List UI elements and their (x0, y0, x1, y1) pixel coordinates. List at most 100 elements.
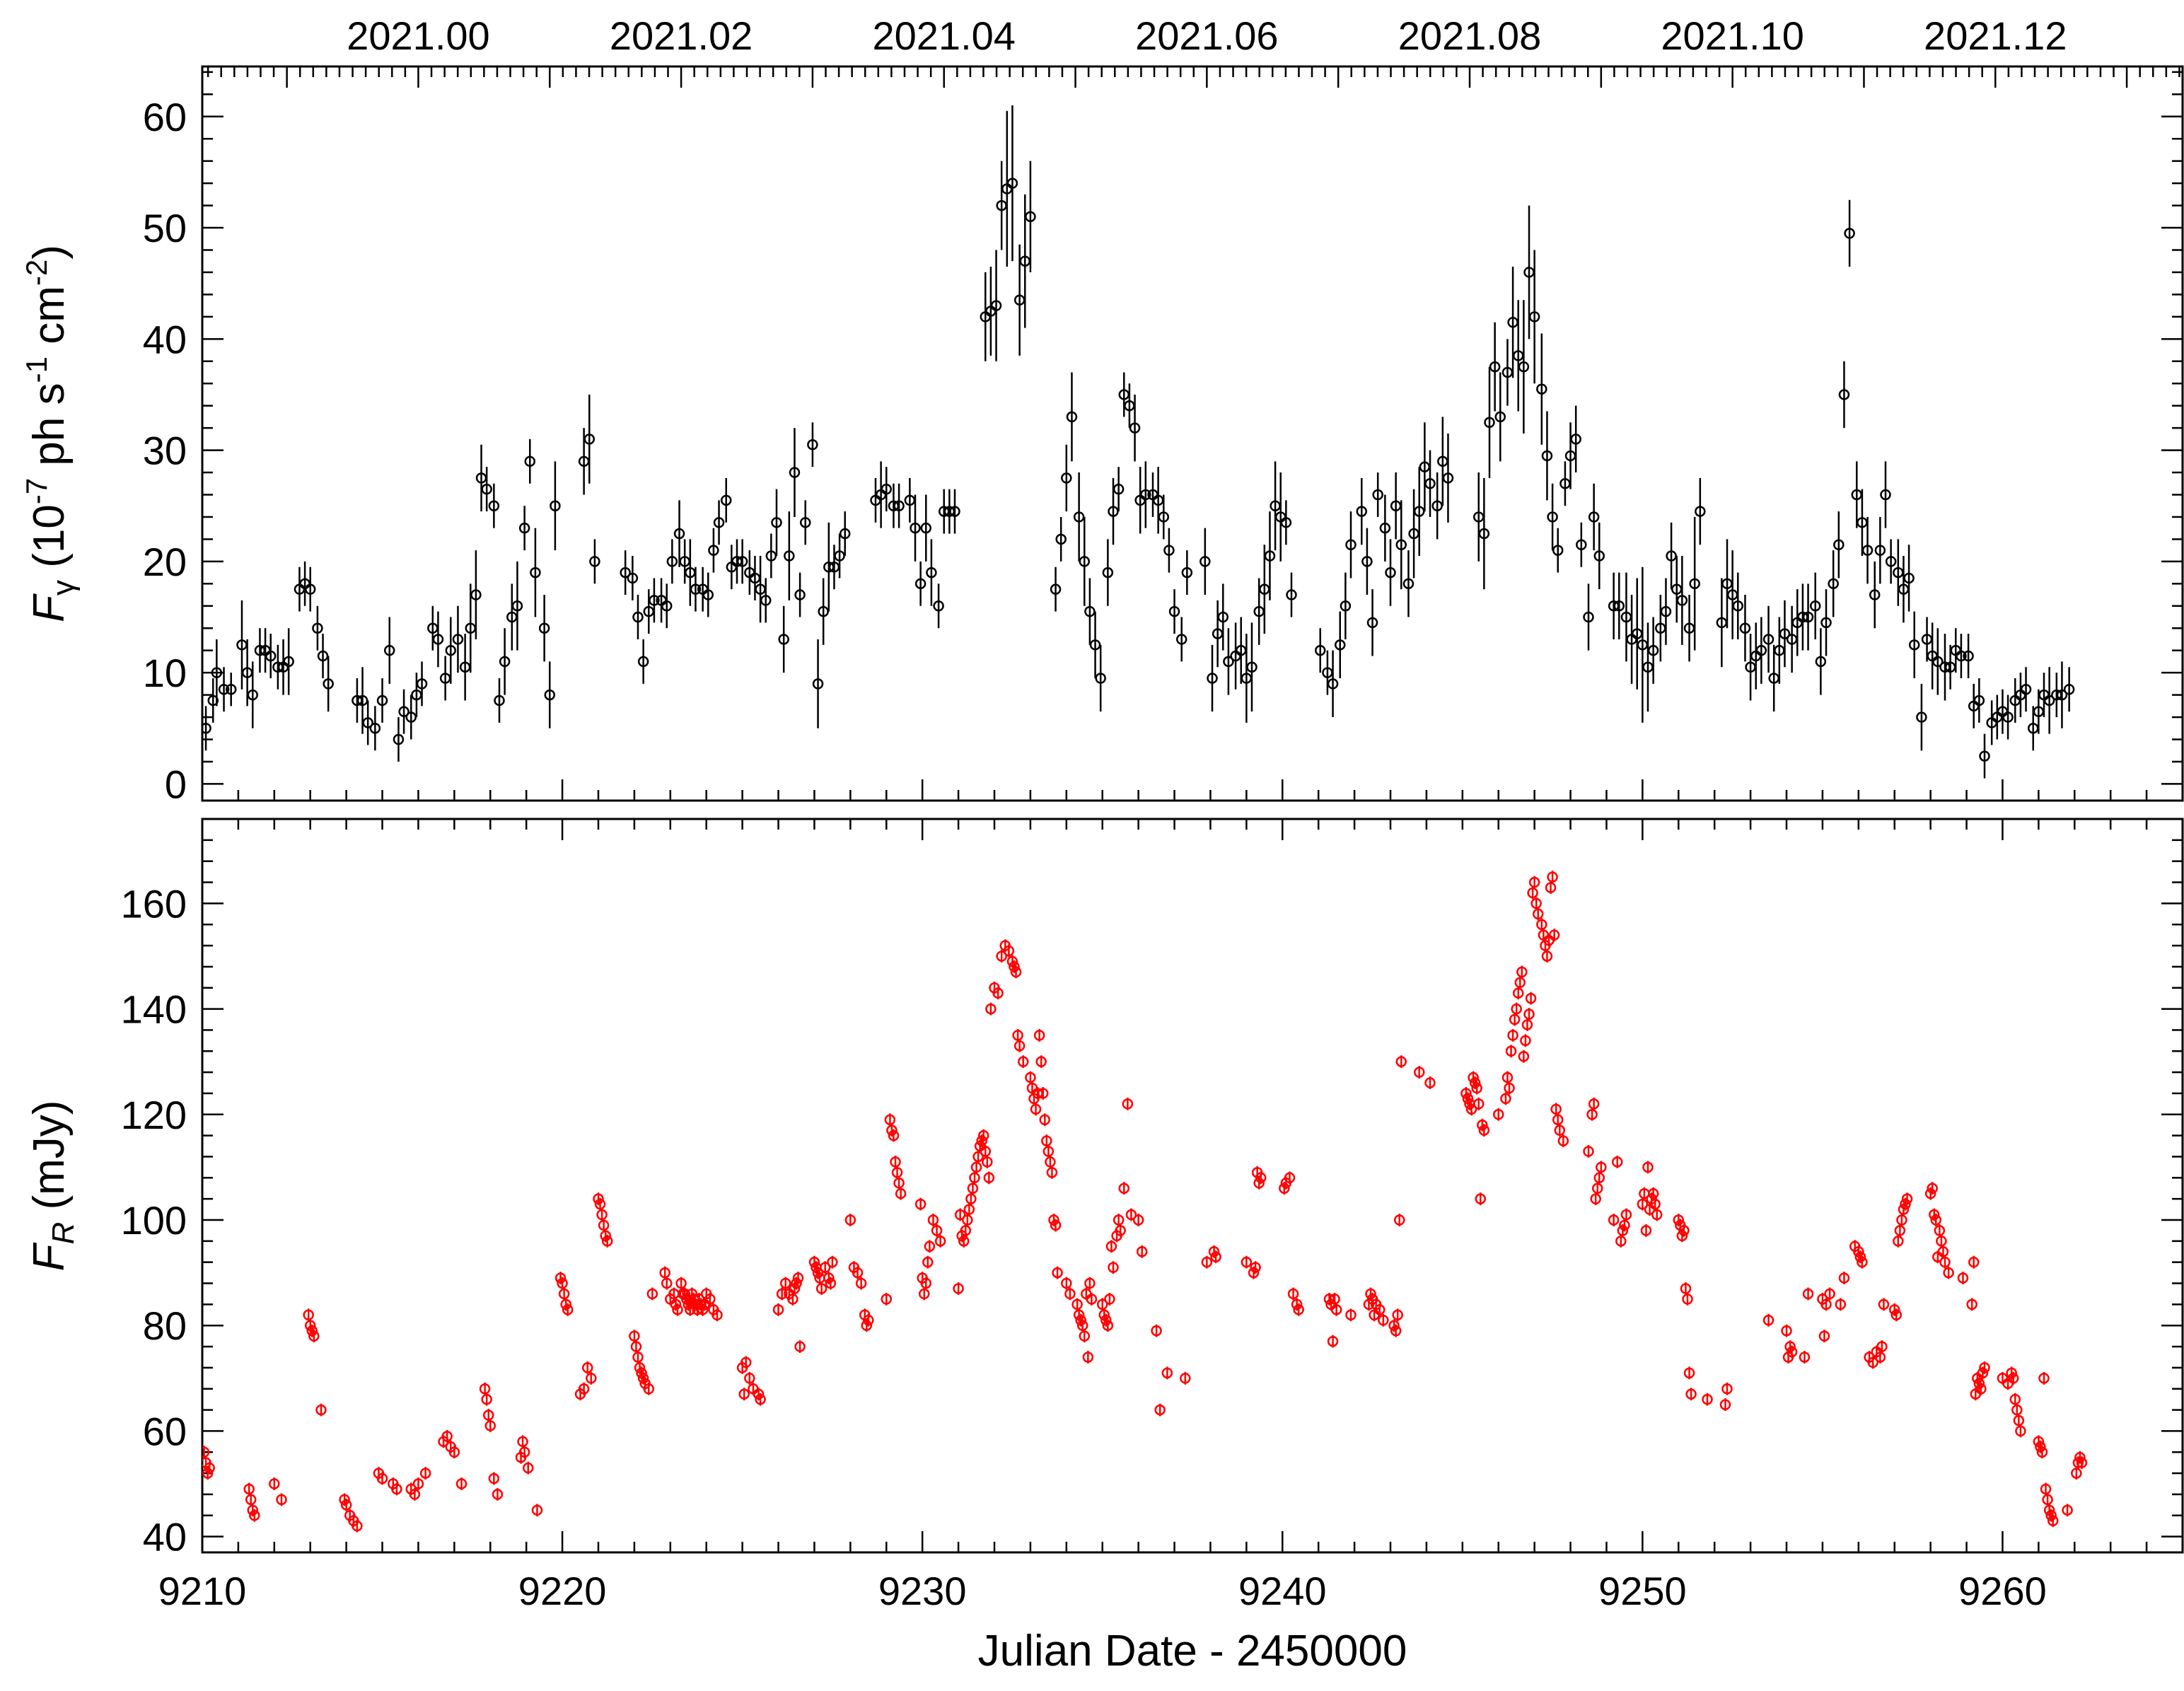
gamma-y-tick-label: 0 (165, 762, 187, 806)
optical-data-point (492, 1489, 504, 1500)
optical-data-point (954, 1209, 966, 1221)
optical-data-point (825, 1277, 837, 1289)
optical-data-point (827, 1256, 838, 1268)
gamma-data-point (2139, 0, 2148, 5)
optical-data-point (1006, 955, 1018, 967)
optical-data-point (249, 1510, 260, 1521)
gamma-data-point (794, 589, 806, 600)
gamma-data-point (1541, 450, 1553, 462)
gamma-data-point (673, 528, 685, 540)
gamma-data-point (2063, 683, 2075, 695)
top-axis-year-label: 2021.00 (347, 13, 489, 58)
gamma-data-point (583, 434, 596, 445)
optical-data-point (1514, 977, 1526, 989)
optical-data-point (1079, 1330, 1091, 1342)
gamma-data-point (218, 683, 230, 695)
optical-data-point (815, 1283, 827, 1294)
optical-data-point (744, 1373, 755, 1384)
gamma-data-point (2084, 0, 2093, 5)
gamma-data-point (1916, 711, 1927, 723)
top-axis-year-label: 2021.04 (873, 13, 1016, 58)
optical-data-point (852, 1267, 864, 1279)
optical-data-point (1820, 1298, 1832, 1311)
gamma-data-point (1838, 389, 1850, 400)
gamma-data-point (376, 695, 388, 707)
x-tick-label: 9250 (1598, 1569, 1687, 1613)
optical-data-point (1554, 1125, 1566, 1136)
optical-data-point (1037, 1088, 1049, 1099)
gamma-data-point (1102, 566, 1114, 579)
gamma-data-point (369, 723, 381, 734)
optical-data-point (891, 1167, 903, 1178)
optical-data-point (1682, 1294, 1693, 1305)
optical-data-point (2047, 1515, 2059, 1526)
x-tick-label: 9240 (1238, 1569, 1327, 1613)
gamma-data-point (1345, 539, 1357, 551)
optical-data-point (636, 1367, 647, 1379)
gamma-data-point (926, 566, 937, 579)
optical-data-point (646, 1288, 658, 1300)
gamma-data-point (1095, 673, 1106, 684)
optical-data-point (1854, 1251, 1866, 1262)
gamma-data-point (1207, 673, 1218, 684)
optical-y-tick-label: 40 (143, 1515, 187, 1559)
optical-data-point (1683, 1367, 1695, 1379)
gamma-data-point (1588, 511, 1600, 523)
optical-data-point (819, 1262, 831, 1273)
optical-data-point (1253, 1178, 1265, 1189)
optical-data-point (1113, 1214, 1125, 1226)
optical-data-point (927, 1214, 939, 1226)
gamma-data-point (538, 622, 550, 634)
optical-data-point (1100, 1314, 1112, 1326)
optical-data-point (1098, 1309, 1110, 1321)
gamma-data-point (2160, 0, 2169, 5)
optical-data-point (789, 1283, 801, 1294)
gamma-y-axis-title: Fγ (10-7 ph s-1 cm-2) (20, 245, 81, 622)
gamma-data-point (1006, 178, 1018, 189)
gamma-data-point (202, 723, 211, 734)
gamma-data-point (736, 556, 748, 567)
optical-data-point (1048, 1214, 1059, 1226)
optical-data-point (1518, 1050, 1530, 1062)
optical-data-point (1637, 1198, 1649, 1210)
gamma-data-point (1956, 650, 1967, 662)
gamma-data-point (637, 656, 649, 668)
gamma-data-point (1223, 656, 1234, 668)
optical-data-point (983, 1172, 995, 1184)
optical-data-point (1118, 1182, 1130, 1194)
gamma-data-point (1885, 556, 1897, 567)
optical-data-point (1611, 1156, 1623, 1168)
gamma-data-point (933, 600, 944, 612)
optical-data-point (1061, 1277, 1072, 1289)
optical-data-point (1102, 1320, 1114, 1331)
optical-y-tick-label: 140 (121, 987, 187, 1032)
optical-data-point (276, 1494, 287, 1506)
optical-data-point (1424, 1077, 1436, 1088)
optical-data-point (558, 1288, 570, 1300)
optical-data-point (1786, 1346, 1798, 1358)
optical-data-point (1936, 1236, 1947, 1247)
optical-data-point (1502, 1071, 1514, 1083)
optical-data-point (1894, 1225, 1906, 1236)
optical-data-point (695, 1298, 707, 1311)
optical-data-point (992, 987, 1004, 999)
optical-data-point (953, 1283, 964, 1294)
gamma-data-point (789, 467, 801, 478)
optical-data-point (1516, 966, 1528, 978)
optical-data-point (1876, 1341, 1888, 1352)
gamma-data-point (1442, 472, 1454, 484)
optical-data-point (1928, 1209, 1940, 1221)
gamma-data-point (649, 595, 660, 606)
gamma-data-point (1066, 411, 1078, 423)
gamma-data-point (2117, 0, 2126, 5)
optical-data-point (1702, 1393, 1713, 1405)
optical-y-tick-label: 100 (121, 1198, 187, 1243)
optical-data-point (855, 1277, 867, 1289)
gamma-data-point (708, 545, 719, 556)
gamma-data-point (1140, 489, 1151, 501)
optical-data-point (794, 1341, 806, 1352)
gamma-data-point (620, 566, 631, 579)
gamma-data-point (2056, 689, 2068, 701)
optical-data-point (976, 1135, 987, 1146)
top-axis-year-label: 2021.06 (1135, 13, 1278, 58)
